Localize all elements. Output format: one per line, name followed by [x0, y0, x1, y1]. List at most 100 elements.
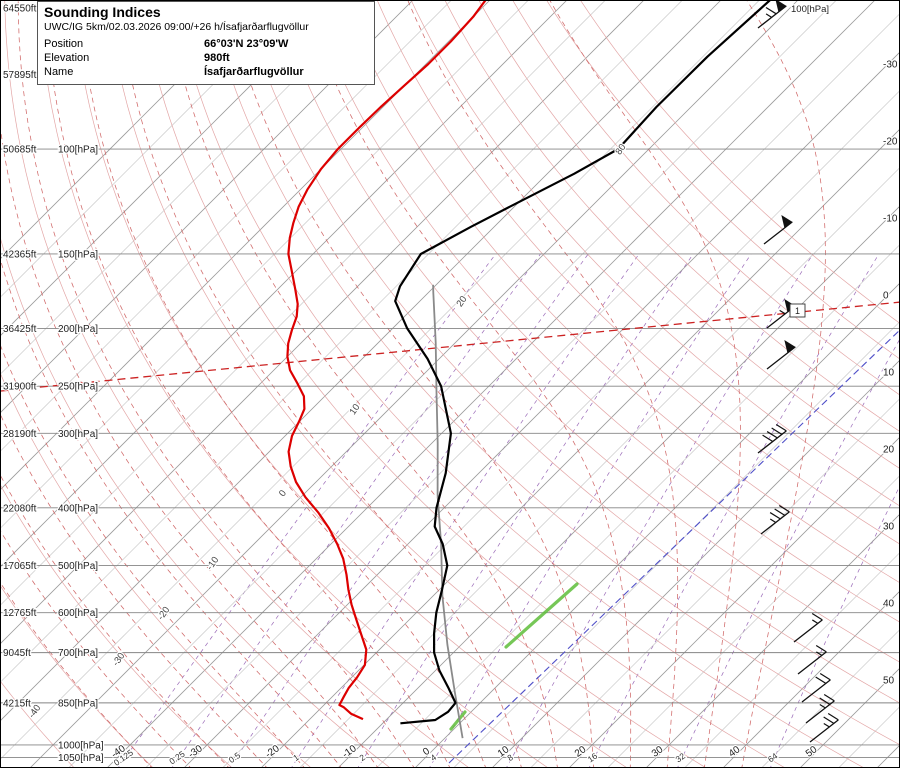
right-temp-label: 30 — [883, 522, 895, 533]
isotherm — [1, 1, 759, 759]
moist-adiabat — [1, 415, 267, 767]
isotherm — [300, 168, 899, 767]
panel-subtitle: UWC/IG 5km/02.03.2026 09:00/+26 h/Ísafja… — [44, 21, 309, 33]
isotherm — [1, 1, 567, 567]
isotherm — [723, 591, 899, 767]
isotherm — [1, 1, 721, 721]
altitude-ft-label: 12765ft — [3, 608, 37, 619]
wind-barb — [766, 339, 796, 370]
wind-barb — [757, 1, 787, 29]
moist-adiabat — [304, 1, 632, 767]
wind-barb — [760, 504, 790, 535]
pressure-hpa-label: 300[hPa] — [58, 429, 98, 440]
pressure-hpa-label: 850[hPa] — [58, 698, 98, 709]
isotherm — [1, 1, 374, 374]
pressure-hpa-label: 700[hPa] — [58, 648, 98, 659]
moist-adiabat — [46, 1, 450, 767]
dry-adiabat — [1, 373, 311, 767]
isotherm — [1, 1, 490, 490]
dewpoint-curve — [286, 1, 487, 721]
moist-adiabat-lines — [1, 1, 826, 767]
dry-adiabat — [207, 1, 899, 745]
isotherm — [30, 1, 798, 767]
pressure-hpa-label: 100[hPa] — [58, 145, 98, 156]
name-label: Name — [44, 66, 74, 78]
right-temp-label: 20 — [883, 445, 895, 456]
pressure-hpa-label: 600[hPa] — [58, 608, 98, 619]
wind-barb — [763, 214, 793, 245]
dry-adiabat — [309, 1, 899, 623]
isotherm — [261, 129, 899, 767]
dry-adiabat — [377, 1, 899, 544]
dry-adiabat — [444, 1, 899, 469]
dry-adiabat — [106, 1, 706, 767]
position-label: Position — [44, 38, 84, 50]
sounding-indices-panel: Sounding Indices UWC/IG 5km/02.03.2026 0… — [37, 1, 375, 85]
moist-adiabat — [1, 475, 229, 767]
right-temp-label: -20 — [883, 137, 898, 148]
dry-adiabat — [343, 1, 899, 583]
green-marker-segment — [504, 582, 579, 649]
altitude-ft-label: 57895ft — [3, 70, 37, 81]
adiabat-inline-label: -30 — [111, 651, 128, 669]
dry-adiabat — [411, 1, 899, 506]
isotherm — [454, 322, 899, 767]
moist-adiabat — [166, 1, 558, 767]
moist-adiabat — [1, 345, 305, 767]
green-marker-segment — [449, 710, 467, 731]
adiabat-inline-label: 20 — [454, 294, 469, 309]
isotherm — [1, 1, 336, 336]
mixing-ratio-label: 64 — [766, 751, 780, 765]
isotherm — [1, 1, 682, 682]
altitude-ft-label: 50685ft — [3, 145, 37, 156]
wind-barb — [797, 644, 827, 675]
isotherm — [1, 1, 259, 259]
moist-adiabat — [1, 130, 378, 767]
right-temp-label: -30 — [883, 60, 898, 71]
isobar-lines — [1, 148, 899, 759]
mixing-ratio-line — [291, 253, 640, 767]
altitude-ft-label: 42365ft — [3, 249, 37, 260]
dry-adiabat — [478, 1, 899, 432]
top-right-pressure-label: 100[hPa] — [791, 4, 829, 15]
moist-adiabat — [17, 1, 415, 767]
wind-barb — [801, 672, 831, 703]
dry-adiabat — [1, 239, 390, 767]
dry-adiabat — [139, 1, 785, 767]
mixing-ratio-line — [677, 339, 899, 767]
dry-adiabat — [546, 1, 899, 359]
pressure-hpa-label: 250[hPa] — [58, 382, 98, 393]
pressure-hpa-label: 1000[hPa] — [58, 740, 104, 751]
isotherm — [1, 1, 528, 528]
tropopause-line — [1, 301, 899, 392]
right-temp-label: 0 — [883, 291, 889, 302]
mixing-ratio-line — [229, 253, 589, 767]
elevation-value: 980ft — [204, 52, 230, 64]
tropopause-marker-text: 1 — [795, 306, 800, 316]
wind-barb — [805, 693, 835, 724]
parcel-curve — [432, 284, 464, 739]
altitude-ft-label: 31900ft — [3, 382, 37, 393]
isotherm — [223, 91, 899, 767]
adiabat-inline-label: 10 — [347, 402, 362, 417]
pressure-hpa-label: 200[hPa] — [58, 324, 98, 335]
elevation-label: Elevation — [44, 52, 90, 64]
moist-adiabat — [226, 1, 595, 767]
dry-adiabat — [173, 1, 864, 767]
isotherm — [646, 514, 899, 767]
moist-adiabat — [1, 531, 191, 767]
mixing-ratio-lines — [118, 253, 899, 767]
special-lines — [1, 301, 899, 764]
sounding-curves — [286, 1, 771, 739]
altitude-ft-label: 22080ft — [3, 503, 37, 514]
adiabat-inline-label: -10 — [205, 555, 222, 573]
right-temp-label: 40 — [883, 599, 895, 610]
mixing-ratio-line — [429, 253, 752, 767]
right-temp-label: 10 — [883, 368, 895, 379]
isotherm — [1, 1, 297, 297]
dry-adiabat — [4, 1, 469, 767]
isotherm — [569, 437, 899, 767]
isotherm — [415, 283, 899, 767]
isotherm — [1, 1, 451, 451]
mixing-ratio-line — [172, 253, 541, 767]
